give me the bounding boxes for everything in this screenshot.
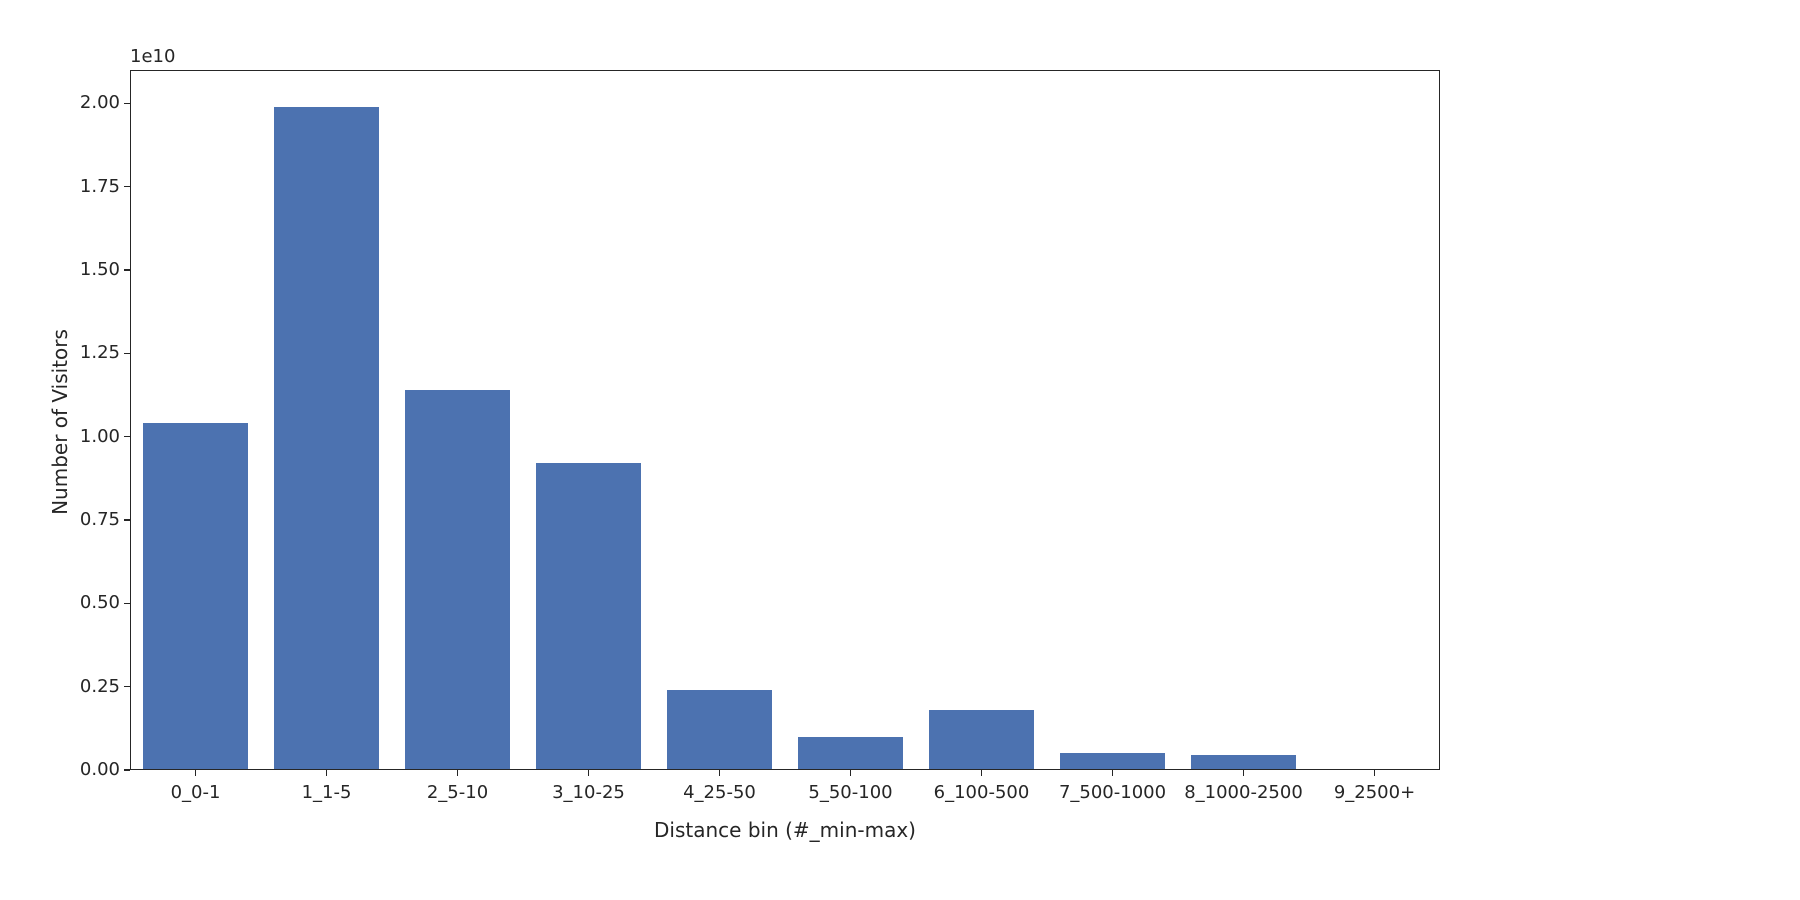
bar: [405, 390, 510, 770]
bar: [274, 107, 379, 770]
y-tick-mark: [124, 269, 130, 270]
x-tick-mark: [326, 770, 327, 776]
x-tick-mark: [588, 770, 589, 776]
x-tick-label: 6_100-500: [912, 782, 1052, 803]
y-tick-mark: [124, 519, 130, 520]
bar: [536, 463, 641, 770]
x-tick-label: 8_1000-2500: [1174, 782, 1314, 803]
bar: [798, 737, 903, 770]
spine-left: [130, 70, 131, 770]
x-tick-mark: [719, 770, 720, 776]
spine-right: [1439, 70, 1440, 770]
x-tick-mark: [1374, 770, 1375, 776]
x-tick-label: 5_50-100: [781, 782, 921, 803]
y-tick-mark: [124, 103, 130, 104]
x-tick-label: 3_10-25: [519, 782, 659, 803]
y-tick-label: 1.50: [50, 259, 120, 280]
y-tick-label: 0.50: [50, 592, 120, 613]
x-tick-label: 4_25-50: [650, 782, 790, 803]
y-axis-offset: 1e10: [130, 46, 175, 67]
y-tick-label: 0.75: [50, 509, 120, 530]
spine-top: [130, 70, 1440, 71]
y-tick-mark: [124, 186, 130, 187]
x-tick-label: 9_2500+: [1305, 782, 1445, 803]
x-tick-mark: [1112, 770, 1113, 776]
figure: 1e10 Number of Visitors Distance bin (#_…: [0, 0, 1800, 900]
x-tick-mark: [457, 770, 458, 776]
bar: [143, 423, 248, 770]
y-tick-label: 1.75: [50, 176, 120, 197]
y-tick-label: 0.25: [50, 676, 120, 697]
x-tick-label: 2_5-10: [388, 782, 528, 803]
bar: [929, 710, 1034, 770]
plot-area: [130, 70, 1440, 770]
x-axis-label: Distance bin (#_min-max): [130, 818, 1440, 842]
x-tick-label: 0_0-1: [126, 782, 266, 803]
x-tick-mark: [195, 770, 196, 776]
y-tick-label: 1.00: [50, 426, 120, 447]
x-tick-label: 7_500-1000: [1043, 782, 1183, 803]
y-tick-label: 0.00: [50, 759, 120, 780]
y-tick-mark: [124, 353, 130, 354]
x-tick-mark: [1243, 770, 1244, 776]
y-tick-label: 1.25: [50, 342, 120, 363]
y-tick-mark: [124, 769, 130, 770]
y-tick-label: 2.00: [50, 92, 120, 113]
bar: [1060, 753, 1165, 770]
y-tick-mark: [124, 436, 130, 437]
bar: [667, 690, 772, 770]
x-tick-label: 1_1-5: [257, 782, 397, 803]
y-tick-mark: [124, 603, 130, 604]
x-tick-mark: [981, 770, 982, 776]
x-tick-mark: [850, 770, 851, 776]
y-tick-mark: [124, 686, 130, 687]
